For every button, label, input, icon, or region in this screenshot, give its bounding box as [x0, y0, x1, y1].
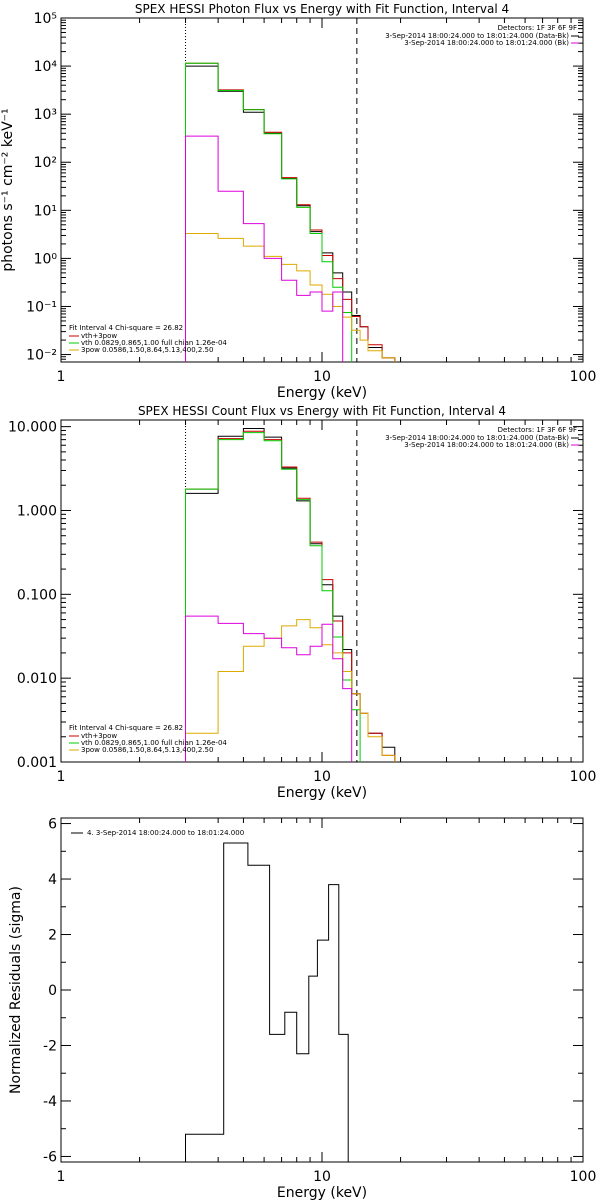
- plot-area: [185, 842, 349, 1162]
- series-data: [185, 428, 396, 762]
- y-tick-label: 10⁻²: [26, 348, 57, 364]
- legend-entry: 3-Sep-2014 18:00:24.000 to 18:01:24.000 …: [404, 39, 569, 47]
- y-tick-label: 0.001: [17, 755, 57, 771]
- plot-area: [185, 428, 396, 762]
- y-tick-label: 0.100: [17, 587, 57, 603]
- y-tick-label: 10⁵: [34, 11, 57, 27]
- y-tick-label: 6: [48, 817, 57, 833]
- series-residuals: [185, 842, 349, 1162]
- axes-frame: [60, 817, 584, 1163]
- x-tick-label: 10: [313, 769, 331, 785]
- x-axis-label: Energy (keV): [277, 785, 367, 801]
- legend-entry: 3-Sep-2014 18:00:24.000 to 18:01:24.000 …: [404, 441, 569, 449]
- legend-entry: 3-Sep-2014 18:00:24.000 to 18:01:24.000 …: [385, 32, 569, 40]
- y-tick-label: 4: [48, 872, 57, 888]
- legend-detectors: Detectors: 1F 3F 6F 9F: [498, 24, 577, 32]
- chart-title: SPEX HESSI Count Flux vs Energy with Fit…: [138, 404, 506, 418]
- legend-entry: 4. 3-Sep-2014 18:00:24.000 to 18:01:24.0…: [87, 829, 244, 837]
- y-tick-label: 10³: [34, 107, 57, 123]
- y-axis-label: Normalized Residuals (sigma): [8, 886, 24, 1094]
- series-fit: [185, 430, 396, 762]
- legend-entry: vth+3pow: [81, 332, 117, 340]
- y-tick-label: -6: [43, 1149, 57, 1165]
- y-tick-label: 10⁴: [34, 59, 58, 75]
- y-tick-label: 0: [48, 983, 57, 999]
- x-tick-label: 100: [570, 1169, 597, 1185]
- legend-entry: vth 0.0829,0.865,1.00 full chian 1.26e-0…: [81, 739, 227, 747]
- y-axis-label: photons s⁻¹ cm⁻² keV⁻¹: [0, 108, 16, 271]
- x-tick-label: 100: [570, 369, 597, 385]
- legend-entry: vth 0.0829,0.865,1.00 full chian 1.26e-0…: [81, 339, 227, 347]
- chart-title: SPEX HESSI Photon Flux vs Energy with Fi…: [135, 2, 509, 16]
- series-vth: [185, 62, 353, 362]
- x-tick-label: 10: [313, 1169, 331, 1185]
- x-tick-label: 10: [313, 369, 331, 385]
- x-tick-label: 1: [57, 369, 66, 385]
- y-tick-label: -2: [43, 1038, 57, 1054]
- series-bk: [185, 615, 353, 762]
- series-bk: [185, 135, 344, 362]
- x-axis-label: Energy (keV): [277, 1185, 367, 1200]
- y-tick-label: 2: [48, 928, 57, 944]
- y-tick-label: 10⁰: [34, 251, 58, 267]
- legend-entry: vth+3pow: [81, 732, 117, 740]
- y-tick-label: 10⁻¹: [26, 299, 57, 315]
- panel-2: SPEX HESSI Count Flux vs Energy with Fit…: [8, 404, 596, 801]
- legend-fit-title: Fit Interval 4 Chi-square = 26.82: [69, 724, 183, 732]
- y-tick-label: 0.010: [17, 671, 57, 687]
- series-data: [185, 65, 396, 362]
- series-fit: [185, 62, 396, 362]
- y-tick-label: 1.000: [17, 503, 57, 519]
- x-tick-label: 100: [570, 769, 597, 785]
- panel-1: SPEX HESSI Photon Flux vs Energy with Fi…: [0, 2, 596, 401]
- legend-entry: 3pow 0.0586,1.50,8.64,5.13,400,2.50: [81, 746, 213, 754]
- series-vth: [185, 432, 361, 762]
- series-pow: [185, 233, 396, 362]
- legend-detectors: Detectors: 1F 3F 6F 9F: [498, 426, 577, 434]
- x-tick-label: 1: [57, 1169, 66, 1185]
- x-axis-label: Energy (keV): [277, 385, 367, 401]
- legend-entry: 3pow 0.0586,1.50,8.64,5.13,400,2.50: [81, 346, 213, 354]
- y-tick-label: 10.000: [8, 420, 57, 436]
- y-tick-label: 10¹: [34, 203, 57, 219]
- y-tick-label: 10²: [34, 155, 57, 171]
- panel-3: 1 10 100 Energy (keV) -6 -4 -2 0 2 4 6 Normalized R…: [8, 817, 596, 1200]
- y-tick-label: -4: [43, 1094, 57, 1110]
- plot-area: [185, 62, 396, 362]
- legend-entry: 3-Sep-2014 18:00:24.000 to 18:01:24.000 …: [385, 434, 569, 442]
- legend-fit-title: Fit Interval 4 Chi-square = 26.82: [69, 324, 183, 332]
- x-tick-label: 1: [57, 769, 66, 785]
